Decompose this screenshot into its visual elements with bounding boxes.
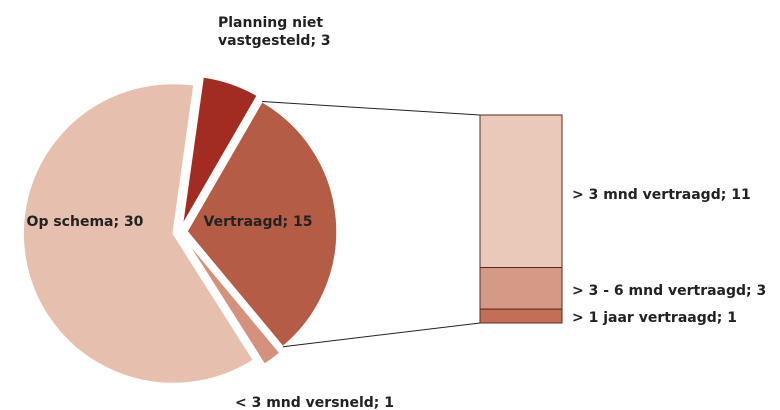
pie-slice	[183, 237, 282, 366]
pie-slice	[22, 82, 255, 385]
pie-slice	[186, 100, 338, 348]
connector	[282, 322, 481, 348]
connector	[262, 101, 481, 116]
data-label: Op schema; 30	[27, 214, 144, 230]
data-label: > 3 - 6 mnd vertraagd; 3	[572, 283, 766, 299]
label-line: vastgesteld; 3	[218, 33, 331, 49]
data-label: Vertraagd; 15	[204, 214, 313, 230]
breakdown-bar	[479, 267, 563, 310]
data-label: > 1 jaar vertraagd; 1	[572, 310, 737, 326]
data-label: Planning niet vastgesteld; 3	[218, 15, 331, 49]
data-label: > 3 mnd vertraagd; 11	[572, 187, 751, 203]
label-line: Planning niet	[218, 15, 328, 31]
pie-slice	[181, 75, 259, 226]
data-label: < 3 mnd versneld; 1	[235, 395, 394, 410]
breakdown-bar	[479, 114, 563, 269]
breakdown-bar	[479, 308, 563, 324]
